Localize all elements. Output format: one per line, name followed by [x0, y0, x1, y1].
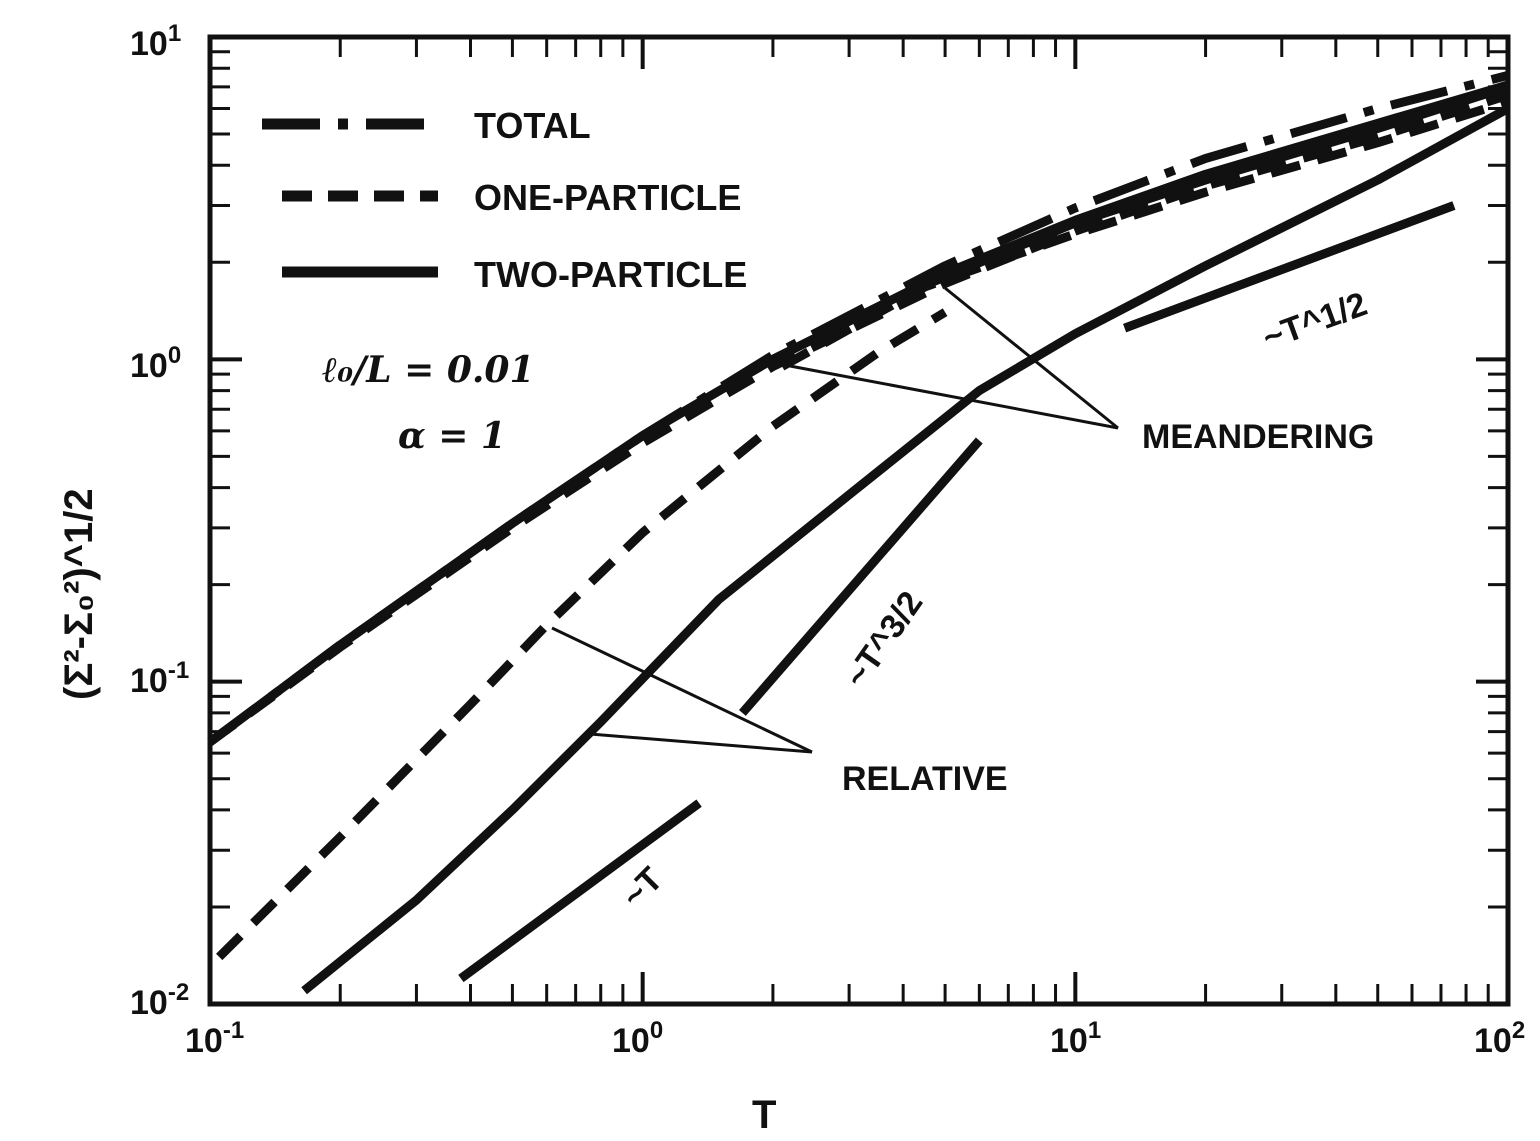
series-line-solid — [458, 799, 702, 983]
x-tick-labels: 10-1 100 101 102 — [185, 1017, 1525, 1060]
y-tick-labels: 10-2 10-1 100 101 — [130, 20, 189, 1022]
parameter-scale-ratio: ℓ₀/L = 0.01 — [322, 349, 535, 391]
x-tick-label: 102 — [1474, 1017, 1525, 1060]
plot-frame — [207, 34, 1511, 1007]
y-tick-label: 101 — [130, 20, 181, 63]
y-tick-label: 10-1 — [130, 657, 189, 700]
x-tick-label: 100 — [612, 1017, 663, 1060]
axis-ticks — [208, 35, 1510, 1006]
annotation-meandering: MEANDERING — [1142, 418, 1374, 456]
legend-label: ONE-PARTICLE — [474, 177, 741, 218]
series-line-dash-dot — [207, 71, 1510, 746]
series-line-solid — [927, 82, 1510, 288]
series-line-solid — [207, 80, 1510, 746]
x-tick-label: 101 — [1050, 1017, 1101, 1060]
series-line-dashed — [216, 308, 948, 961]
y-tick-label: 10-2 — [130, 979, 189, 1022]
relative-callout: RELATIVE — [551, 626, 1008, 798]
slope-label-three-halves: ~T^3/2 — [837, 585, 930, 695]
legend-label: TWO-PARTICLE — [474, 254, 747, 295]
legend-label: TOTAL — [474, 105, 591, 146]
meandering-callout: MEANDERING — [789, 286, 1374, 456]
x-axis-title: T — [752, 1093, 776, 1137]
series-line-solid — [301, 104, 1511, 995]
series-line-solid — [739, 437, 983, 716]
annotation-relative: RELATIVE — [842, 760, 1008, 798]
legend: TOTAL ONE-PARTICLE TWO-PARTICLE — [262, 105, 747, 295]
x-tick-label: 10-1 — [185, 1017, 244, 1060]
y-tick-label: 100 — [130, 342, 181, 385]
parameter-alpha: α = 1 — [398, 415, 506, 457]
series-line-solid — [1123, 201, 1456, 333]
slope-label-one: ~T — [615, 860, 671, 916]
series-line-dashed — [779, 97, 1510, 371]
slope-label-half: ~T^1/2 — [1258, 285, 1372, 358]
y-axis-title: (Σ²-Σ₀²)^1/2 — [57, 488, 101, 700]
series-group — [207, 71, 1511, 995]
